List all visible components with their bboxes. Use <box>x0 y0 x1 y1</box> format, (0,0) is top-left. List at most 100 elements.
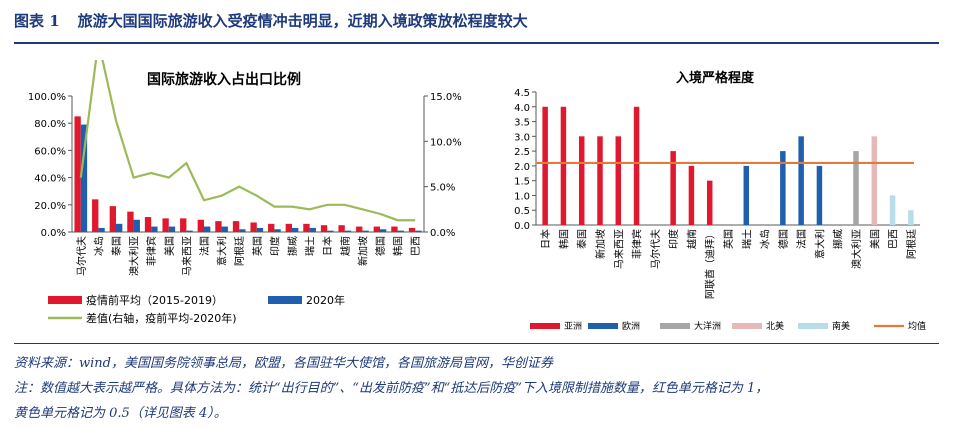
bar-2020 <box>133 219 140 232</box>
bar-strictness <box>706 180 713 225</box>
legend-label-prepandemic: 疫情前平均（2015-2019） <box>86 293 223 307</box>
bar-prepandemic <box>74 116 81 232</box>
bar-prepandemic <box>408 227 416 232</box>
top-rule <box>14 42 939 44</box>
y-tick-label: 1.5 <box>514 177 530 188</box>
legend-swatch <box>530 323 560 329</box>
bar-2020 <box>221 226 228 232</box>
right-tick-label: 10.0% <box>430 137 462 148</box>
y-tick-label: 0.0 <box>514 221 530 232</box>
bar-prepandemic <box>391 226 398 232</box>
category-label: 泰国 <box>576 229 589 249</box>
bar-strictness <box>816 165 823 225</box>
category-label: 意大利 <box>216 236 229 266</box>
legend-label: 均值 <box>908 320 926 332</box>
bar-prepandemic <box>303 223 310 232</box>
chart1-title: 国际旅游收入占出口比例 <box>147 71 301 88</box>
bar-strictness <box>889 195 896 225</box>
y-tick-label: 3.5 <box>514 118 530 129</box>
legend-label: 北美 <box>766 320 784 332</box>
left-tick-label: 80.0% <box>34 119 66 130</box>
category-label: 巴西 <box>888 229 900 249</box>
bar-prepandemic <box>338 225 345 232</box>
legend-label: 大洋洲 <box>694 320 721 332</box>
category-label: 挪威 <box>832 229 845 249</box>
bar-strictness <box>871 136 878 225</box>
bar-prepandemic <box>250 222 257 232</box>
method-note: 注：数值越大表示越严格。具体方法为：统计“出行目的”、“出发前防疫”和“抵达后防… <box>14 381 769 396</box>
figure-title: 图表 1 旅游大国国际旅游收入受疫情冲击明显，近期入境政策放松程度较大 <box>14 10 528 31</box>
bar-2020 <box>415 230 422 232</box>
bar-2020 <box>80 124 88 232</box>
bar-2020 <box>98 227 105 232</box>
source-note: 资料来源：wind，美国国务院领事总局，欧盟，各国驻华大使馆，各国旅游局官网，华… <box>14 356 553 371</box>
y-tick-label: 4.5 <box>514 88 530 99</box>
bar-2020 <box>204 226 211 232</box>
bar-2020 <box>327 230 334 232</box>
category-label: 冰岛 <box>759 229 772 249</box>
legend-label: 南美 <box>832 320 850 332</box>
category-label: 菲律宾 <box>631 229 644 259</box>
right-tick-label: 0.0% <box>430 228 455 239</box>
category-label: 新加坡 <box>356 236 369 266</box>
difference-line <box>79 60 416 222</box>
bar-strictness <box>542 106 548 225</box>
category-label: 意大利 <box>813 229 826 259</box>
category-label: 英国 <box>251 236 264 256</box>
category-label: 巴西 <box>410 236 422 256</box>
bar-strictness <box>743 165 750 225</box>
legend-swatch <box>732 323 762 329</box>
left-tick-label: 40.0% <box>34 174 66 185</box>
category-label: 印度 <box>667 229 680 249</box>
bar-2020 <box>116 223 123 232</box>
category-label: 马来西亚 <box>613 229 625 269</box>
legend-swatch <box>588 323 618 329</box>
bar-prepandemic <box>373 226 380 232</box>
bar-prepandemic <box>320 225 328 232</box>
bar-prepandemic <box>144 217 152 232</box>
bar-prepandemic <box>232 221 240 232</box>
bar-2020 <box>344 230 352 232</box>
category-label: 澳大利亚 <box>850 229 863 269</box>
category-label: 韩国 <box>557 229 570 249</box>
category-label: 冰岛 <box>92 236 105 256</box>
category-label: 印度 <box>268 236 281 256</box>
bar-2020 <box>397 230 404 232</box>
bar-2020 <box>256 227 264 232</box>
bar-strictness <box>560 106 567 225</box>
bar-prepandemic <box>180 218 187 232</box>
category-label: 澳大利亚 <box>128 236 141 276</box>
category-label: 挪威 <box>286 236 299 256</box>
left-tick-label: 20.0% <box>34 201 66 212</box>
chart2-title: 入境严格程度 <box>676 70 755 86</box>
left-tick-label: 60.0% <box>34 146 66 157</box>
bar-strictness <box>798 136 804 225</box>
y-tick-label: 0.5 <box>514 206 530 217</box>
category-label: 马来西亚 <box>181 236 193 276</box>
category-label: 瑞士 <box>304 236 317 256</box>
bar-strictness <box>615 136 622 225</box>
bar-prepandemic <box>285 223 292 232</box>
category-label: 法国 <box>198 236 211 256</box>
category-label: 德国 <box>374 236 387 256</box>
category-label: 菲律宾 <box>145 236 158 266</box>
category-label: 日本 <box>321 236 334 256</box>
category-label: 泰国 <box>110 236 123 256</box>
bar-prepandemic <box>215 221 222 232</box>
legend-label-2020: 2020年 <box>306 293 345 307</box>
bar-2020 <box>380 229 387 232</box>
category-label: 瑞士 <box>740 229 753 249</box>
bar-strictness <box>688 165 695 225</box>
bar-strictness <box>908 210 914 225</box>
y-tick-label: 1.0 <box>514 191 530 202</box>
method-note-continued: 黄色单元格记为 0.5（详见图表 4）。 <box>14 406 227 421</box>
category-label: 韩国 <box>392 236 405 256</box>
bar-2020 <box>309 227 316 232</box>
y-tick-label: 2.0 <box>514 162 530 173</box>
bar-strictness <box>578 136 585 225</box>
bar-prepandemic <box>268 223 275 232</box>
category-label: 法国 <box>795 229 808 249</box>
category-label: 阿根廷 <box>905 229 918 259</box>
bar-prepandemic <box>127 211 134 232</box>
figure-heading: 旅游大国国际旅游收入受疫情冲击明显，近期入境政策放松程度较大 <box>77 12 528 30</box>
